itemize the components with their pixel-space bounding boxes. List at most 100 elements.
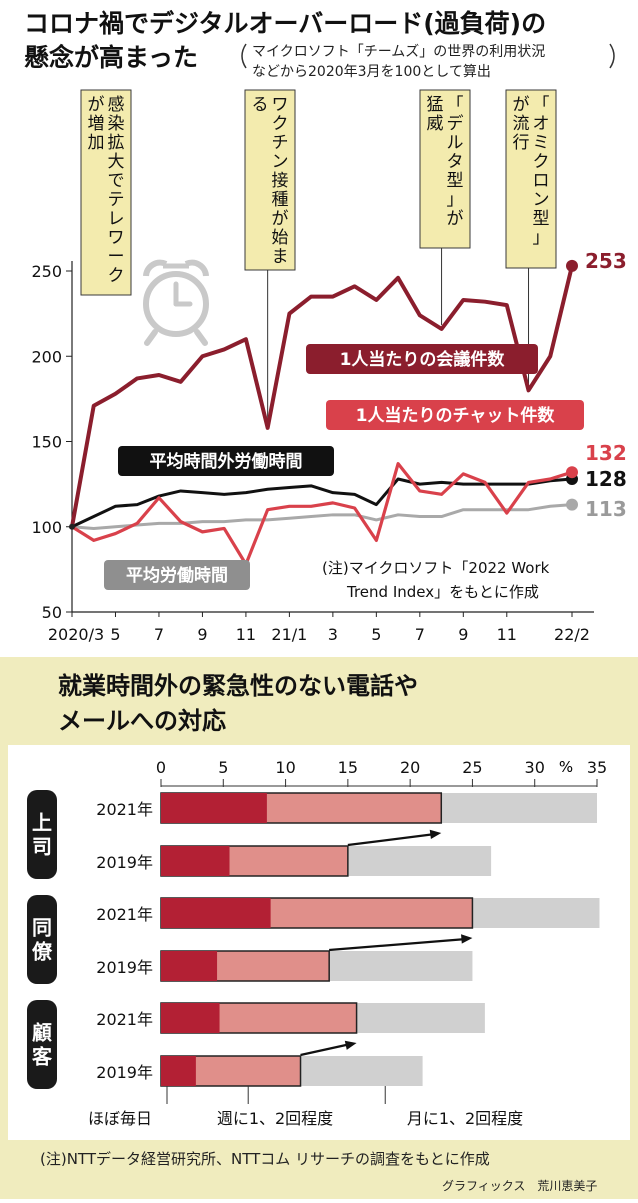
annotation-box-1 xyxy=(244,89,296,271)
series-end-value-1: 132 xyxy=(585,441,627,465)
bar-x-tick-label: 10 xyxy=(275,758,295,777)
series-end-point-3 xyxy=(566,498,578,511)
y-tick-label: 100 xyxy=(31,518,62,537)
bar-x-tick-label: 25 xyxy=(462,758,482,777)
series-label-box-0 xyxy=(306,344,538,374)
series-end-value-2: 128 xyxy=(585,467,627,491)
bar-row-label: 2019年 xyxy=(96,1063,153,1082)
credit: グラフィックス 荒川恵美子 xyxy=(442,1179,597,1193)
y-tick-label: 200 xyxy=(31,347,62,366)
x-tick-label: 5 xyxy=(371,625,381,644)
annotation-box-3 xyxy=(505,89,557,269)
x-tick-label: 9 xyxy=(197,625,207,644)
bar-x-tick-label: 35 xyxy=(587,758,607,777)
x-tick-label: 22/2 xyxy=(554,625,590,644)
bar-daily xyxy=(161,1056,196,1086)
change-arrowhead-1 xyxy=(461,934,473,944)
change-arrowhead-0 xyxy=(429,829,442,840)
subtitle-paren-right xyxy=(609,43,615,69)
y-tick-label: 250 xyxy=(31,262,62,281)
bar-daily xyxy=(161,846,230,876)
series-line-0 xyxy=(70,265,574,528)
group-label-box-0 xyxy=(27,790,57,879)
group-label-1: 同僚 xyxy=(32,916,53,964)
series-label-box-1 xyxy=(326,400,584,430)
change-arrowhead-2 xyxy=(344,1040,357,1050)
annotation-box-2 xyxy=(419,89,471,249)
line-axes: 50 100 150 200 250 2020/3 5 7 9 11 21/1 3 5 7 9 11 22/2 xyxy=(31,261,594,644)
bar-daily xyxy=(161,793,267,823)
annotation-text-2: 「デルタ型」が猛威 xyxy=(427,95,464,229)
x-tick-label: 2020/3 xyxy=(48,625,104,644)
bar-row-label: 2019年 xyxy=(96,853,153,872)
x-tick-label: 9 xyxy=(458,625,468,644)
alarm-clock-icon xyxy=(143,259,209,346)
series-label-box-2 xyxy=(118,446,334,476)
bar-unit-label: % xyxy=(559,758,573,776)
series-start-point xyxy=(69,523,75,530)
y-tick-label: 150 xyxy=(31,433,62,452)
series-label-3: 平均労働時間 xyxy=(126,565,228,586)
line-note-line2: Trend Index」をもとに作成 xyxy=(346,583,539,601)
series-label-1: 1人当たりのチャット件数 xyxy=(356,405,556,426)
series-line-1 xyxy=(71,462,573,566)
bar-row-label: 2019年 xyxy=(96,958,153,977)
group-label-0: 上司 xyxy=(32,811,52,859)
bar-title-line1: 就業時間外の緊急性のない電話や xyxy=(58,672,418,700)
series-line-2 xyxy=(71,477,573,529)
bar-x-tick-label: 15 xyxy=(338,758,358,777)
series-end-value-3: 113 xyxy=(585,497,627,521)
bar-daily xyxy=(161,951,218,981)
series-end-point-1 xyxy=(566,466,578,479)
annotation-text-1: ワクチン接種が始まる xyxy=(252,95,289,267)
x-tick-label: 3 xyxy=(328,625,338,644)
bar-x-tick-label: 0 xyxy=(156,758,166,777)
line-note-line1: (注)マイクロソフト「2022 Work xyxy=(322,559,550,577)
bar-row-label: 2021年 xyxy=(96,905,153,924)
bar-chart-group: 0 5 10 15 20 25 30 35%上司2021年2019年同僚2021年2019年顧… xyxy=(27,758,607,1128)
legend-label-0: ほぼ毎日 xyxy=(88,1109,152,1128)
bar-daily xyxy=(161,898,271,928)
annotation-text-3: 「オミクロン型」が流行 xyxy=(513,95,550,248)
bar-row-label: 2021年 xyxy=(96,800,153,819)
bar-x-tick-label: 20 xyxy=(400,758,420,777)
annotation-text-0: 感染拡大でテレワークが増加 xyxy=(88,95,125,286)
group-label-box-1 xyxy=(27,895,57,984)
x-tick-label: 7 xyxy=(415,625,425,644)
series-label-0: 1人当たりの会議件数 xyxy=(340,349,506,370)
annotation-box-0 xyxy=(80,89,132,296)
legend-label-2: 月に1、2回程度 xyxy=(407,1109,523,1128)
group-label-2: 顧客 xyxy=(31,1021,53,1069)
x-tick-label: 21/1 xyxy=(271,625,307,644)
series-end-value-0: 253 xyxy=(585,249,627,273)
series-label-box-3 xyxy=(104,560,250,590)
group-label-box-2 xyxy=(27,1000,57,1089)
change-arrow-0 xyxy=(347,832,436,847)
subtitle-line1-text: マイクロソフト「チームズ」の世界の利用状況 xyxy=(252,44,545,60)
bar-row-label: 2021年 xyxy=(96,1010,153,1029)
change-arrow-2 xyxy=(300,1042,351,1057)
subtitle-paren-left xyxy=(241,43,247,69)
bar-x-tick-label: 30 xyxy=(525,758,545,777)
x-tick-label: 11 xyxy=(236,625,256,644)
series-label-2: 平均時間外労働時間 xyxy=(150,451,303,472)
bar-title-line2: メールへの対応 xyxy=(58,707,226,735)
series-line-3 xyxy=(71,503,573,530)
subtitle-line2: などから2020年3月を100として算出 xyxy=(252,64,491,80)
title-line1: コロナ禍でデジタルオーバーロード(過負荷)の xyxy=(24,9,546,38)
bar-daily xyxy=(161,1003,220,1033)
bar-x-tick-label: 5 xyxy=(218,758,228,777)
x-tick-label: 7 xyxy=(154,625,164,644)
x-tick-label: 11 xyxy=(497,625,517,644)
y-tick-label: 50 xyxy=(42,603,62,622)
legend-label-1: 週に1、2回程度 xyxy=(217,1109,333,1128)
change-arrow-1 xyxy=(329,937,467,952)
x-tick-label: 5 xyxy=(110,625,120,644)
bar-note: (注)NTTデータ経営研究所、NTTコム リサーチの調査をもとに作成 xyxy=(40,1150,490,1168)
title-line2: 懸念が高まった xyxy=(24,43,198,72)
series-end-point-0 xyxy=(566,259,578,272)
line-series-group xyxy=(69,259,578,566)
